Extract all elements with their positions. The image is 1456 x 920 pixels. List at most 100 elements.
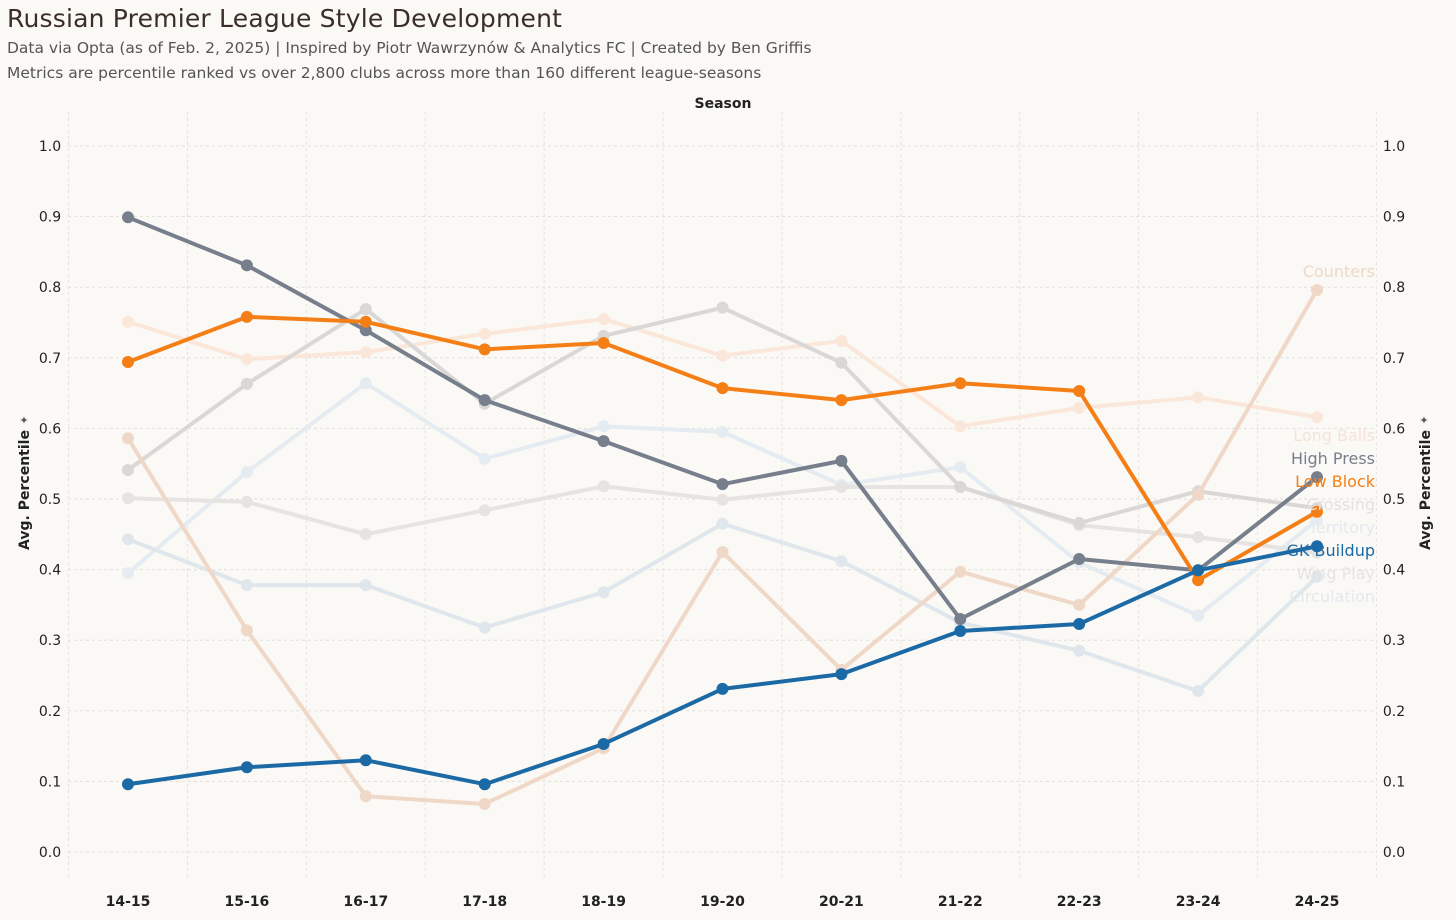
- y-axis-title-right: Avg. Percentile: [1418, 430, 1434, 550]
- data-point-low-block: [1073, 384, 1086, 397]
- y-tick-label-right: 0.7: [1383, 351, 1405, 367]
- series-label-gk-buildup: GK Buildup: [1287, 541, 1375, 560]
- data-point-circulation: [1192, 685, 1205, 698]
- series-label-low-block: Low Block: [1295, 472, 1376, 491]
- y-tick-label-left: 0.0: [39, 845, 61, 861]
- y-tick-label-right: 0.4: [1383, 563, 1405, 579]
- series-label-counters: Counters: [1303, 262, 1375, 281]
- series-counters: [122, 284, 1323, 810]
- data-point-low-block: [1192, 574, 1205, 587]
- data-point-territory: [359, 377, 372, 390]
- x-tick-label: 20-21: [819, 894, 864, 910]
- y-tick-label-right: 1.0: [1383, 139, 1405, 155]
- data-point-territory: [122, 567, 134, 580]
- x-tick-label: 16-17: [343, 894, 388, 910]
- series-label-wing-play: Wing Play: [1296, 564, 1375, 583]
- data-point-counters: [1311, 284, 1323, 297]
- y-tick-label-left: 0.5: [39, 492, 61, 508]
- data-point-gk-buildup: [1073, 617, 1086, 630]
- data-point-wing-play: [240, 495, 253, 508]
- data-point-high-press: [597, 435, 610, 448]
- pin-icon: ✦: [1419, 414, 1428, 427]
- data-point-long-balls: [954, 420, 967, 433]
- data-point-high-press: [359, 324, 372, 337]
- data-point-crossing: [954, 480, 967, 493]
- y-tick-label-right: 0.5: [1383, 492, 1405, 508]
- data-point-high-press: [1073, 553, 1086, 566]
- data-point-circulation: [478, 621, 491, 634]
- data-point-gk-buildup: [835, 668, 848, 681]
- data-point-long-balls: [1073, 401, 1086, 414]
- chart-subtitle-metrics: Metrics are percentile ranked vs over 2,…: [7, 64, 762, 82]
- data-point-long-balls: [122, 315, 134, 328]
- series-label-high-press: High Press: [1291, 449, 1375, 468]
- data-point-crossing: [716, 301, 729, 314]
- data-point-wing-play: [835, 480, 848, 493]
- y-tick-label-left: 0.1: [39, 774, 61, 790]
- y-tick-label-left: 0.4: [39, 563, 61, 579]
- series-label-circulation: Circulation: [1289, 587, 1375, 606]
- series-label-crossing: Crossing: [1306, 495, 1375, 514]
- x-tick-label: 23-24: [1176, 894, 1221, 910]
- data-point-low-block: [954, 377, 967, 390]
- data-point-crossing: [240, 377, 253, 390]
- data-point-wing-play: [1192, 531, 1205, 544]
- data-point-high-press: [716, 478, 729, 491]
- data-point-long-balls: [1192, 391, 1205, 404]
- data-point-high-press: [240, 259, 253, 272]
- series-label-territory: Territory: [1308, 518, 1375, 537]
- x-tick-label: 18-19: [581, 894, 626, 910]
- data-point-gk-buildup: [716, 682, 729, 695]
- x-tick-label: 24-25: [1295, 894, 1340, 910]
- y-tick-label-left: 0.2: [39, 704, 61, 720]
- data-point-circulation: [240, 579, 253, 592]
- data-point-territory: [1192, 609, 1205, 622]
- x-tick-label: 15-16: [225, 894, 270, 910]
- y-tick-label-right: 0.1: [1383, 774, 1405, 790]
- y-tick-label-left: 0.9: [39, 210, 61, 226]
- data-point-territory: [240, 466, 253, 479]
- data-point-circulation: [122, 533, 134, 546]
- x-tick-label: 19-20: [700, 894, 745, 910]
- series-circulation: [122, 517, 1323, 698]
- y-tick-label-right: 0.2: [1383, 704, 1405, 720]
- data-point-long-balls: [240, 353, 253, 366]
- pin-icon: ✦: [19, 414, 28, 427]
- y-tick-label-right: 0.3: [1383, 633, 1405, 649]
- data-point-low-block: [597, 336, 610, 349]
- y-tick-label-right: 0.8: [1383, 280, 1405, 296]
- data-point-long-balls: [359, 346, 372, 359]
- data-point-territory: [716, 425, 729, 438]
- data-point-circulation: [1311, 570, 1323, 583]
- data-point-counters: [1073, 598, 1086, 611]
- y-tick-label-left: 0.3: [39, 633, 61, 649]
- data-point-wing-play: [597, 480, 610, 493]
- data-point-crossing: [359, 303, 372, 316]
- data-point-circulation: [716, 517, 729, 530]
- data-point-high-press: [1311, 471, 1323, 484]
- data-point-high-press: [835, 454, 848, 467]
- data-point-wing-play: [478, 504, 491, 517]
- series-gk-buildup: [122, 540, 1323, 791]
- data-point-gk-buildup: [954, 625, 967, 638]
- y-tick-label-left: 0.8: [39, 280, 61, 296]
- data-point-low-block: [359, 315, 372, 328]
- y-axis-title-left: Avg. Percentile: [17, 430, 33, 550]
- y-tick-label-right: 0.9: [1383, 210, 1405, 226]
- data-point-wing-play: [359, 528, 372, 541]
- data-point-gk-buildup: [1192, 564, 1205, 577]
- data-point-low-block: [1311, 505, 1323, 518]
- data-point-territory: [478, 452, 491, 465]
- data-point-counters: [716, 545, 729, 558]
- data-point-high-press: [478, 394, 491, 407]
- data-point-circulation: [1073, 644, 1086, 657]
- data-point-gk-buildup: [478, 778, 491, 791]
- data-point-counters: [122, 432, 134, 445]
- x-tick-label: 21-22: [938, 894, 983, 910]
- data-point-counters: [954, 565, 967, 578]
- data-point-counters: [359, 790, 372, 803]
- data-point-low-block: [835, 394, 848, 407]
- data-point-territory: [597, 420, 610, 433]
- data-point-long-balls: [716, 349, 729, 362]
